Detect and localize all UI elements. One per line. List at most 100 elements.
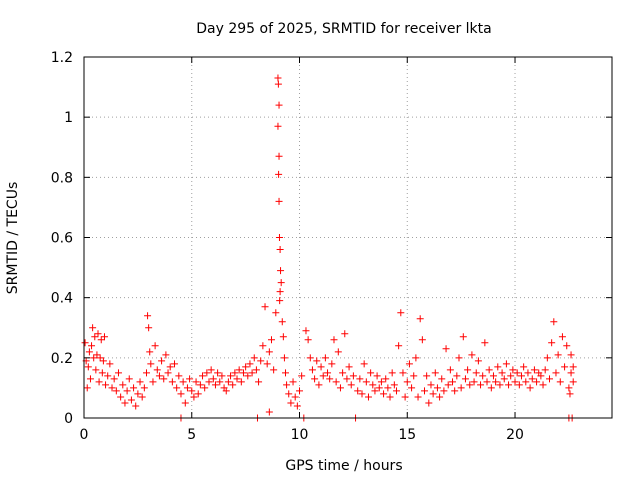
data-point [436,393,444,401]
data-point [558,333,566,341]
data-point [127,396,135,404]
data-point [261,303,269,311]
data-point [433,384,441,392]
data-point [554,351,562,359]
data-point [123,387,131,395]
data-point [293,402,301,410]
data-point [530,366,538,374]
data-point [211,381,219,389]
data-point [183,384,191,392]
data-point [489,372,497,380]
data-point [95,378,103,386]
data-point [173,384,181,392]
data-point [277,279,285,287]
data-point [468,351,476,359]
data-point [231,369,239,377]
data-point [275,197,283,205]
data-point [442,345,450,353]
data-point [270,366,278,374]
data-point [567,369,575,377]
y-tick-label: 0.4 [51,291,73,307]
data-point [461,375,469,383]
data-point [207,366,215,374]
data-point [99,357,107,365]
data-point [541,366,549,374]
data-point [569,363,577,371]
data-point [140,384,148,392]
data-point [84,363,92,371]
data-point [431,369,439,377]
data-point [130,384,138,392]
data-point [479,372,487,380]
data-point [416,315,424,323]
data-point [427,381,435,389]
data-point [412,354,420,362]
data-point [186,375,194,383]
data-point [438,375,446,383]
data-point [511,378,519,386]
data-point [214,369,222,377]
data-point [321,354,329,362]
data-point [102,381,110,389]
data-point [459,333,467,341]
data-point [117,393,125,401]
chart-title: Day 295 of 2025, SRMTID for receiver lkt… [196,21,491,37]
data-point [367,369,375,377]
data-point [209,375,217,383]
data-point [384,384,392,392]
data-point [149,378,157,386]
data-point [502,360,510,368]
data-point [386,393,394,401]
data-point [179,378,187,386]
y-tick-label: 0.8 [51,170,73,186]
data-point [533,378,541,386]
data-point [466,381,474,389]
data-point [218,372,226,380]
data-point [94,330,102,338]
data-point [276,297,284,305]
data-point [153,366,161,374]
data-point [565,384,573,392]
data-point [364,393,372,401]
data-point [304,336,312,344]
data-point [85,348,93,356]
data-point [556,378,564,386]
data-point [100,333,108,341]
x-tick-label: 10 [291,427,309,443]
data-point [112,387,120,395]
data-point [97,336,105,344]
data-point [513,369,521,377]
data-point [92,366,100,374]
data-point [522,378,530,386]
data-point [449,378,457,386]
data-point [339,369,347,377]
data-point [132,402,140,410]
data-point [90,354,98,362]
data-point [275,101,283,109]
data-point [483,378,491,386]
data-point [242,363,250,371]
data-point [392,387,400,395]
data-point [563,342,571,350]
data-point [509,366,517,374]
data-point [188,387,196,395]
data-point [147,360,155,368]
data-point [119,381,127,389]
data-point [277,267,285,275]
grid [84,57,612,418]
data-point [315,381,323,389]
data-point [429,390,437,398]
data-point [250,354,258,362]
data-point [552,369,560,377]
data-point [125,375,133,383]
data-point [408,384,416,392]
data-point [96,354,104,362]
data-point [235,366,243,374]
data-point [205,378,213,386]
data-point [162,351,170,359]
y-tick-label: 0 [64,411,73,427]
data-point [280,354,288,362]
data-point [414,393,422,401]
